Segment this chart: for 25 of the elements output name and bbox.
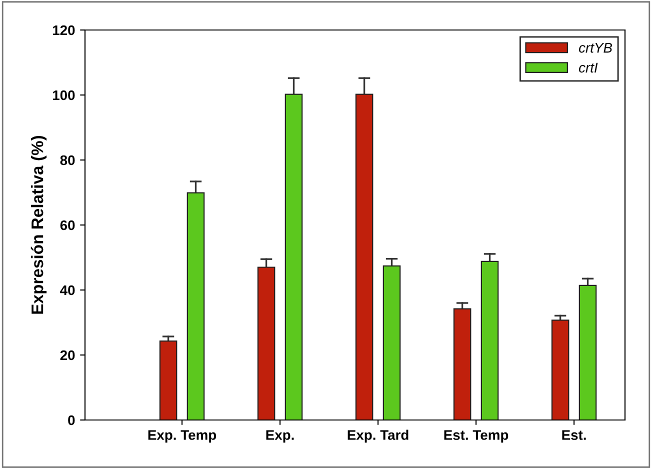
bar xyxy=(159,340,178,420)
bar xyxy=(578,284,597,420)
y-axis-title: Expresión Relativa (%) xyxy=(30,136,47,314)
bar xyxy=(453,308,472,420)
legend-label: crtI xyxy=(578,62,598,73)
y-tick-label: 60 xyxy=(60,220,75,230)
x-tick-label: Exp. Temp xyxy=(148,430,216,443)
y-tick-label: 80 xyxy=(60,155,75,166)
bar xyxy=(355,94,374,420)
bar xyxy=(257,266,276,420)
y-tick-label: 0 xyxy=(68,415,75,426)
x-tick-label: Est. xyxy=(562,430,586,440)
y-tick-label: 20 xyxy=(60,350,75,360)
y-tick-label: 100 xyxy=(52,90,75,100)
x-tick-label: Est. Temp xyxy=(444,430,508,443)
legend-label: crtYB xyxy=(578,43,612,53)
bar xyxy=(284,94,303,420)
y-tick-label: 120 xyxy=(52,25,75,36)
bar xyxy=(186,192,205,420)
bar xyxy=(551,320,570,420)
x-tick-label: Exp. Tard xyxy=(348,430,408,443)
bar xyxy=(480,260,499,420)
y-tick-label: 40 xyxy=(60,285,75,296)
x-tick-label: Exp. xyxy=(266,430,294,443)
bar xyxy=(382,265,401,420)
